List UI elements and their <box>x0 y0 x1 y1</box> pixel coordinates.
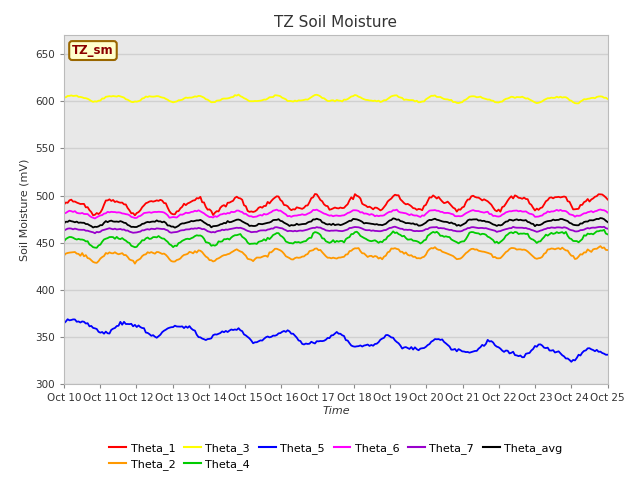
X-axis label: Time: Time <box>322 406 349 416</box>
Y-axis label: Soil Moisture (mV): Soil Moisture (mV) <box>20 158 29 261</box>
Legend: Theta_1, Theta_2, Theta_3, Theta_4, Theta_5, Theta_6, Theta_7, Theta_avg: Theta_1, Theta_2, Theta_3, Theta_4, Thet… <box>105 438 566 475</box>
Text: TZ_sm: TZ_sm <box>72 44 114 57</box>
Title: TZ Soil Moisture: TZ Soil Moisture <box>275 15 397 30</box>
